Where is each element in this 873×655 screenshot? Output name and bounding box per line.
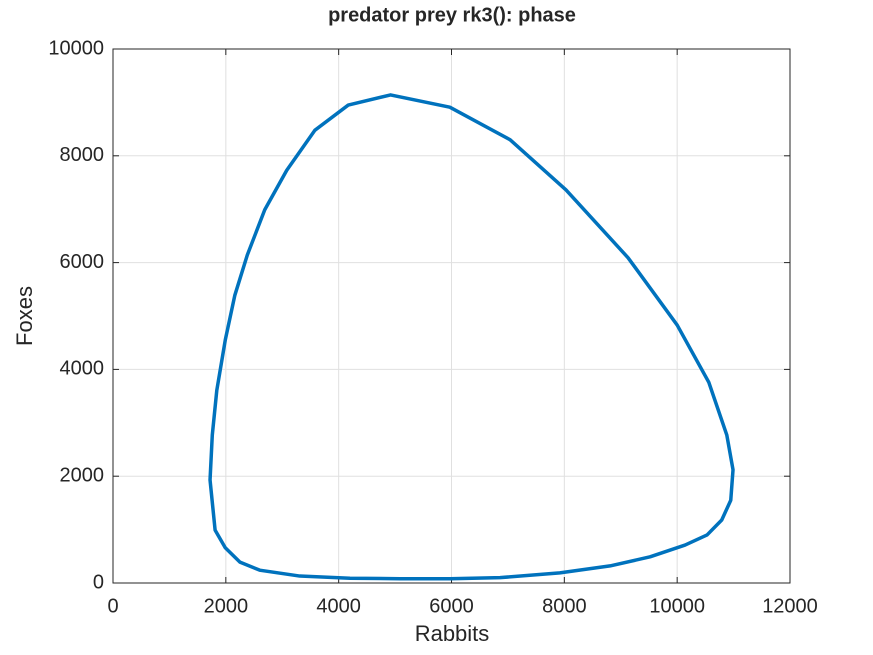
x-tick-label: 4000 xyxy=(316,595,361,617)
y-tick-label: 10000 xyxy=(48,37,104,59)
y-tick-label: 0 xyxy=(93,571,104,593)
y-axis-label: Foxes xyxy=(12,286,37,346)
x-tick-label: 6000 xyxy=(429,595,474,617)
x-axis-label: Rabbits xyxy=(415,621,490,646)
y-tick-label: 8000 xyxy=(60,144,105,166)
chart-title: predator prey rk3(): phase xyxy=(328,4,576,26)
x-tick-label: 10000 xyxy=(649,595,705,617)
x-tick-label: 0 xyxy=(107,595,118,617)
y-tick-label: 4000 xyxy=(60,358,105,380)
y-tick-label: 6000 xyxy=(60,251,105,273)
x-tick-label: 12000 xyxy=(762,595,818,617)
y-tick-label: 2000 xyxy=(60,464,105,486)
plot-frame xyxy=(112,48,791,584)
phase-line xyxy=(208,93,735,581)
x-tick-label: 2000 xyxy=(204,595,249,617)
x-tick-label: 8000 xyxy=(542,595,587,617)
